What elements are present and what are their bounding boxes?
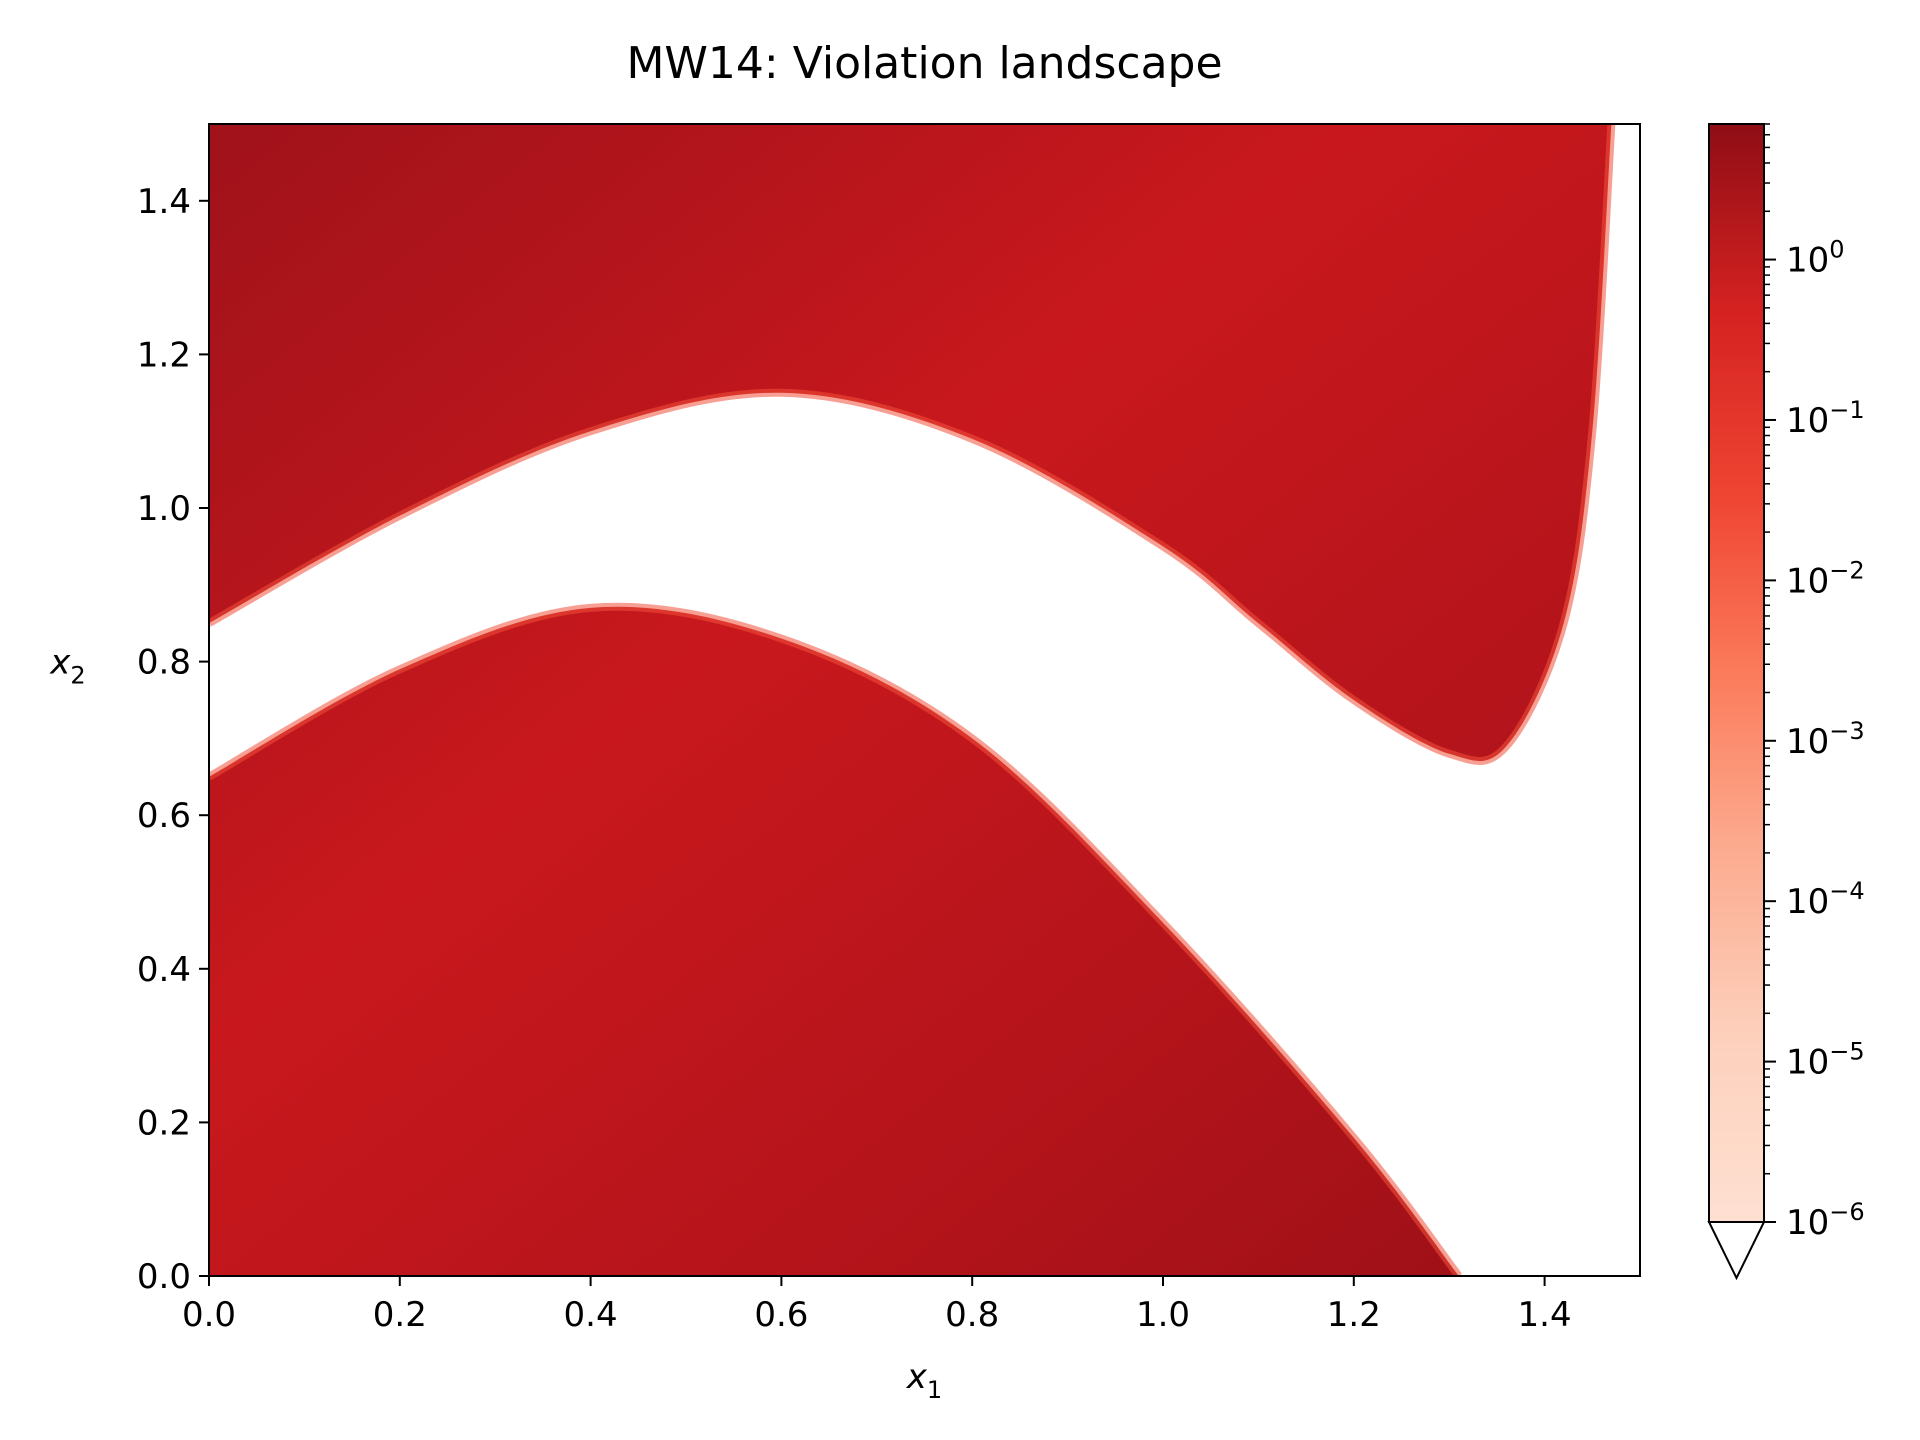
x-tick-label: 0.0	[182, 1295, 236, 1335]
x-tick-label: 0.8	[945, 1295, 999, 1335]
colorbar-tick-label: 10−4	[1786, 877, 1865, 922]
x-axis-label: x1	[906, 1357, 942, 1404]
x-tick-label: 0.6	[754, 1295, 808, 1335]
colorbar-frame	[1708, 123, 1765, 1223]
colorbar-tick-label: 10−3	[1786, 717, 1865, 762]
colorbar-tick-label: 100	[1786, 236, 1845, 281]
colorbar-tick-label: 10−2	[1786, 556, 1865, 601]
y-tick-label: 0.2	[137, 1103, 191, 1143]
colorbar-tick-label: 10−5	[1786, 1038, 1865, 1083]
colorbar-fill	[1709, 124, 1764, 1222]
x-tick-label: 1.4	[1518, 1295, 1572, 1335]
colorbar-ticks: 10−6 10−5 10−4 10−3 10−2 10−1 100	[1764, 123, 1865, 1243]
colorbar: 10−6 10−5 10−4 10−3 10−2 10−1 100	[1707, 123, 1865, 1281]
chart-title: MW14: Violation landscape	[626, 38, 1222, 89]
plot-area	[209, 124, 1640, 1276]
plot-frame	[208, 123, 1641, 1277]
y-tick-label: 1.0	[137, 489, 191, 529]
upper-boundary-edge	[209, 124, 1616, 765]
y-tick-label: 0.0	[137, 1257, 191, 1297]
x-tick-label: 1.0	[1136, 1295, 1190, 1335]
colorbar-tick-label: 10−6	[1786, 1198, 1865, 1243]
y-axis: 0.0 0.2 0.4 0.6 0.8 1.0 1.2 1.4	[137, 182, 209, 1297]
y-axis-label: x2	[49, 643, 85, 690]
x-tick-label: 1.2	[1327, 1295, 1381, 1335]
x-tick-label: 0.2	[373, 1295, 427, 1335]
x-axis: 0.0 0.2 0.4 0.6 0.8 1.0 1.2 1.4	[182, 1276, 1572, 1335]
lower-boundary-edge	[209, 602, 1462, 1276]
colorbar-tick-label: 10−1	[1786, 396, 1865, 441]
y-tick-label: 0.8	[137, 643, 191, 683]
y-tick-label: 0.6	[137, 796, 191, 836]
y-tick-label: 1.4	[137, 182, 191, 222]
feasible-region	[209, 124, 1640, 1276]
colorbar-extend-triangle	[1707, 1221, 1766, 1281]
x-tick-label: 0.4	[564, 1295, 618, 1335]
y-tick-label: 1.2	[137, 335, 191, 375]
y-tick-label: 0.4	[137, 950, 191, 990]
